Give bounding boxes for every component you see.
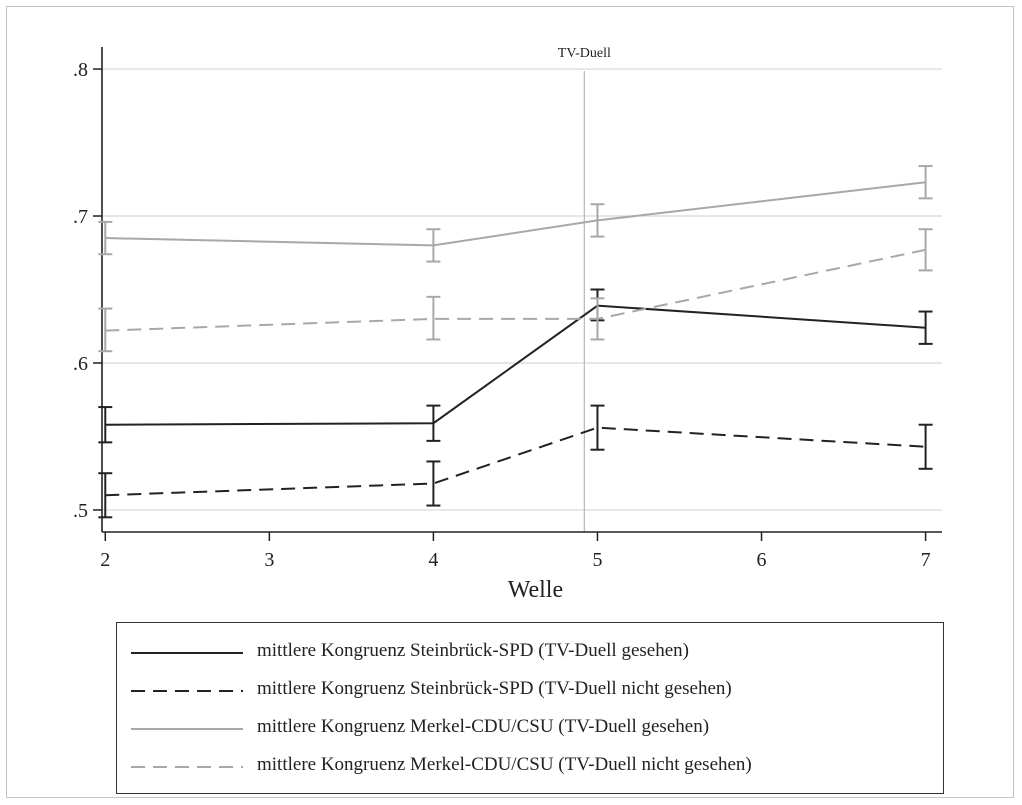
legend-item: mittlere Kongruenz Steinbrück-SPD (TV-Du… xyxy=(117,673,943,707)
series-line xyxy=(105,426,926,497)
x-tick-label: 6 xyxy=(757,549,767,571)
legend-label: mittlere Kongruenz Merkel-CDU/CSU (TV-Du… xyxy=(257,754,752,775)
error-bar xyxy=(98,220,113,256)
legend-swatch xyxy=(131,766,243,768)
series-4 xyxy=(98,228,933,353)
series-line xyxy=(105,181,926,247)
series-line xyxy=(105,304,926,426)
legend-swatch xyxy=(131,728,243,730)
y-tick-label: .5 xyxy=(73,500,88,522)
series-line xyxy=(105,248,926,332)
legend-label: mittlere Kongruenz Steinbrück-SPD (TV-Du… xyxy=(257,678,732,699)
error-bar xyxy=(590,203,605,238)
error-bar xyxy=(918,423,933,470)
y-tick-label: .7 xyxy=(73,206,88,228)
series-2 xyxy=(98,404,933,519)
legend-item: mittlere Kongruenz Steinbrück-SPD (TV-Du… xyxy=(117,635,943,669)
legend: mittlere Kongruenz Steinbrück-SPD (TV-Du… xyxy=(116,622,944,794)
x-tick-label: 3 xyxy=(264,549,274,571)
axes: .5 .6 .7 .8 2 3 4 5 6 7 xyxy=(73,47,942,571)
x-tick-label: 5 xyxy=(592,549,602,571)
error-bar xyxy=(590,404,605,451)
legend-swatch xyxy=(131,652,243,654)
error-bar xyxy=(590,297,605,341)
legend-item: mittlere Kongruenz Merkel-CDU/CSU (TV-Du… xyxy=(117,711,943,745)
error-bar xyxy=(426,228,441,263)
x-axis-label: Welle xyxy=(508,577,563,603)
legend-swatch xyxy=(131,690,243,692)
figure-frame xyxy=(6,6,1014,798)
line-chart: TV-Duell .5 .6 .7 .8 2 3 4 5 6 7 Welle xyxy=(73,46,942,603)
tv-duell-marker-label: TV-Duell xyxy=(558,46,611,61)
error-bar xyxy=(426,404,441,442)
y-tick-label: .8 xyxy=(73,59,88,81)
error-bar xyxy=(98,472,113,519)
error-bar xyxy=(918,310,933,345)
series-3 xyxy=(98,165,933,263)
annotation: TV-Duell xyxy=(558,46,611,532)
series-group xyxy=(98,165,933,519)
series-1 xyxy=(98,288,933,444)
grid-lines xyxy=(102,68,942,511)
legend-item: mittlere Kongruenz Merkel-CDU/CSU (TV-Du… xyxy=(117,749,943,783)
x-tick-label: 7 xyxy=(921,549,931,571)
x-tick-label: 2 xyxy=(100,549,110,571)
error-bar xyxy=(98,406,113,444)
y-tick-label: .6 xyxy=(73,353,88,375)
legend-label: mittlere Kongruenz Steinbrück-SPD (TV-Du… xyxy=(257,640,689,661)
error-bar xyxy=(98,307,113,353)
x-tick-label: 4 xyxy=(428,549,438,571)
error-bar xyxy=(426,295,441,341)
error-bar xyxy=(918,228,933,272)
error-bar xyxy=(426,460,441,507)
legend-label: mittlere Kongruenz Merkel-CDU/CSU (TV-Du… xyxy=(257,716,710,737)
error-bar xyxy=(918,165,933,200)
